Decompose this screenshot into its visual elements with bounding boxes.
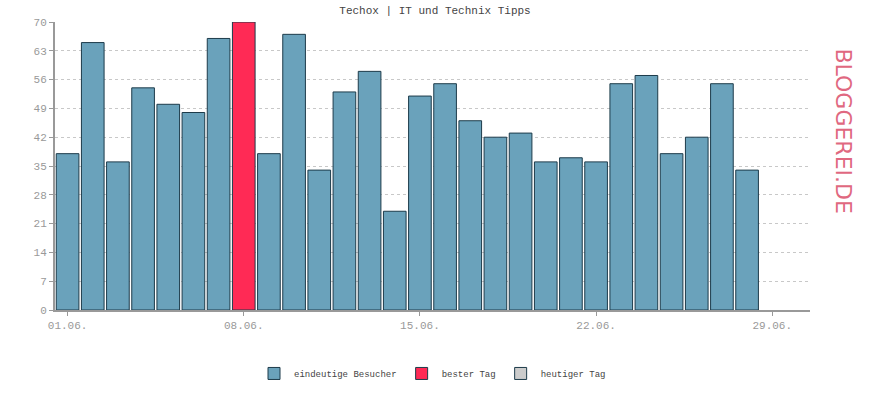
svg-text:28: 28 — [34, 190, 47, 202]
svg-text:42: 42 — [34, 132, 47, 144]
svg-text:eindeutige Besucher: eindeutige Besucher — [294, 370, 397, 380]
svg-text:21: 21 — [34, 218, 48, 230]
svg-text:bester Tag: bester Tag — [442, 370, 496, 380]
svg-text:7: 7 — [40, 276, 47, 288]
svg-text:22.06.: 22.06. — [576, 320, 616, 332]
svg-text:14: 14 — [34, 247, 48, 259]
svg-text:70: 70 — [34, 17, 47, 29]
svg-text:08.06.: 08.06. — [224, 320, 264, 332]
svg-text:56: 56 — [34, 74, 47, 86]
svg-text:35: 35 — [34, 161, 47, 173]
svg-text:29.06.: 29.06. — [752, 320, 792, 332]
svg-text:heutiger Tag: heutiger Tag — [541, 370, 606, 380]
svg-text:Techox | IT und Technix Tipps: Techox | IT und Technix Tipps — [339, 5, 530, 17]
svg-text:BLOGGEREI.DE: BLOGGEREI.DE — [831, 48, 856, 213]
svg-text:15.06.: 15.06. — [400, 320, 440, 332]
svg-text:0: 0 — [40, 305, 47, 317]
svg-text:49: 49 — [34, 103, 47, 115]
svg-text:63: 63 — [34, 46, 47, 58]
svg-text:01.06.: 01.06. — [48, 320, 88, 332]
